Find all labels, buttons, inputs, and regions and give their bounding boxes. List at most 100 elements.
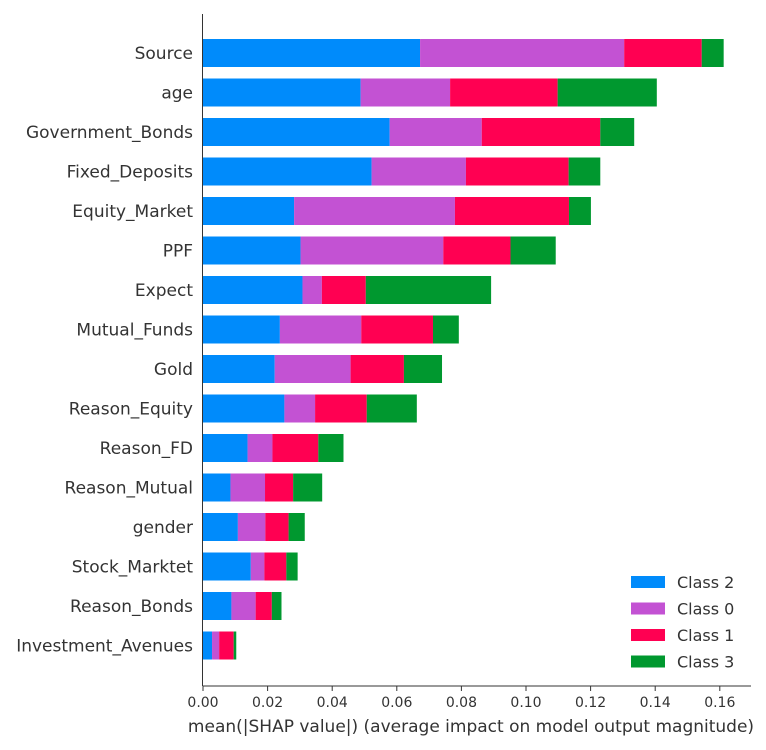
x-tick-label: 0.08	[446, 695, 477, 711]
bar-gender-class-1	[265, 513, 289, 541]
bar-fixed_deposits-class-1	[465, 157, 569, 186]
bar-reason_mutual-class-0	[230, 473, 266, 502]
bar-reason_fd-class-1	[272, 434, 319, 462]
bar-reason_equity-class-1	[315, 394, 367, 423]
bar-fixed_deposits-class-3	[568, 157, 601, 186]
bar-age-class-2	[203, 78, 361, 107]
bar-expect-class-3	[365, 276, 492, 304]
bar-gold-class-2	[203, 355, 275, 383]
x-tick-label: 0.16	[704, 695, 735, 711]
y-label-ppf: PPF	[163, 242, 193, 262]
bar-investment_avenues-class-0	[212, 631, 220, 660]
bar-ppf-class-2	[203, 236, 301, 265]
bar-fixed_deposits-class-2	[203, 157, 372, 186]
legend-label-class-1: Class 1	[677, 626, 734, 645]
bar-source-class-0	[420, 39, 625, 67]
bar-reason_bonds-class-0	[231, 592, 256, 620]
bar-source-class-3	[701, 39, 724, 67]
bar-equity_market-class-0	[294, 197, 455, 225]
x-tick-label: 0.00	[187, 695, 218, 711]
x-tick-label: 0.14	[640, 695, 671, 711]
y-axis-labels: Source age Government_Bonds Fixed_Deposits E…	[16, 44, 193, 657]
bar-age-class-3	[557, 78, 657, 107]
bar-reason_equity-class-0	[284, 394, 316, 423]
bar-age-class-0	[360, 78, 451, 107]
bar-reason_equity-class-2	[203, 394, 285, 423]
y-label-expect: Expect	[135, 281, 193, 301]
bar-gender-class-2	[203, 513, 238, 541]
x-tick-label: 0.10	[510, 695, 541, 711]
bar-ppf-class-0	[300, 236, 444, 265]
bar-mutual_funds-class-0	[279, 315, 362, 344]
x-axis-title: mean(|SHAP value|) (average impact on mo…	[188, 717, 754, 737]
bar-equity_market-class-1	[454, 197, 569, 225]
bar-reason_mutual-class-1	[265, 473, 294, 502]
bar-gold-class-3	[403, 355, 443, 383]
y-label-stock_marktet: Stock_Marktet	[72, 558, 194, 578]
bar-reason_bonds-class-2	[203, 592, 232, 620]
y-label-government_bonds: Government_Bonds	[26, 123, 193, 143]
y-label-gender: gender	[133, 518, 193, 538]
bar-source-class-1	[624, 39, 702, 67]
bar-gender-class-0	[237, 513, 266, 541]
y-label-source: Source	[135, 44, 193, 64]
y-label-reason_fd: Reason_FD	[100, 439, 193, 459]
bars-layer	[203, 39, 724, 660]
bar-expect-class-2	[203, 276, 303, 304]
x-tick-label: 0.12	[575, 695, 606, 711]
y-label-mutual_funds: Mutual_Funds	[76, 321, 193, 341]
legend-label-class-0: Class 0	[677, 600, 734, 619]
legend-swatch-class-3	[631, 655, 665, 668]
legend-swatch-class-2	[631, 576, 665, 588]
legend-label-class-3: Class 3	[677, 653, 734, 672]
bar-source-class-2	[203, 39, 421, 67]
bar-age-class-1	[450, 78, 558, 107]
legend-swatch-class-1	[631, 629, 665, 641]
bar-government_bonds-class-3	[600, 118, 635, 146]
bar-government_bonds-class-1	[481, 118, 601, 146]
bar-stock_marktet-class-3	[286, 552, 298, 581]
bar-stock_marktet-class-0	[250, 552, 265, 581]
legend: Class 2 Class 0 Class 1 Class 3	[631, 573, 734, 672]
bar-expect-class-1	[321, 276, 366, 304]
y-label-gold: Gold	[154, 360, 193, 380]
x-axis: 0.00 0.02 0.04 0.06 0.08 0.10 0.12 0.14 0.16	[187, 14, 751, 711]
bar-gender-class-3	[288, 513, 305, 541]
bar-equity_market-class-2	[203, 197, 295, 225]
bar-mutual_funds-class-3	[432, 315, 459, 344]
bar-gold-class-0	[274, 355, 351, 383]
legend-label-class-2: Class 2	[677, 573, 734, 592]
bar-ppf-class-3	[510, 236, 556, 265]
bar-fixed_deposits-class-0	[371, 157, 466, 186]
bar-reason_mutual-class-3	[293, 473, 323, 502]
y-label-age: age	[161, 84, 193, 104]
bar-reason_fd-class-0	[247, 434, 273, 462]
bar-reason_fd-class-2	[203, 434, 248, 462]
y-label-fixed_deposits: Fixed_Deposits	[67, 163, 194, 183]
y-label-reason_equity: Reason_Equity	[69, 400, 193, 420]
legend-swatch-class-0	[631, 602, 665, 615]
bar-investment_avenues-class-2	[203, 631, 213, 660]
bar-reason_fd-class-3	[318, 434, 344, 462]
bar-reason_bonds-class-1	[255, 592, 272, 620]
bar-reason_bonds-class-3	[271, 592, 282, 620]
bar-stock_marktet-class-1	[264, 552, 287, 581]
bar-investment_avenues-class-3	[233, 631, 237, 660]
bar-stock_marktet-class-2	[203, 552, 251, 581]
bar-reason_mutual-class-2	[203, 473, 231, 502]
bar-expect-class-0	[302, 276, 322, 304]
bar-gold-class-1	[350, 355, 404, 383]
y-label-reason_mutual: Reason_Mutual	[65, 479, 193, 499]
bar-mutual_funds-class-2	[203, 315, 280, 344]
bar-government_bonds-class-2	[203, 118, 390, 146]
x-tick-label: 0.02	[252, 695, 283, 711]
y-label-investment_avenues: Investment_Avenues	[16, 637, 193, 657]
bar-mutual_funds-class-1	[361, 315, 433, 344]
bar-equity_market-class-3	[568, 197, 591, 225]
y-label-equity_market: Equity_Market	[72, 202, 193, 222]
bar-government_bonds-class-0	[389, 118, 482, 146]
x-tick-label: 0.04	[317, 695, 348, 711]
bar-ppf-class-1	[443, 236, 511, 265]
